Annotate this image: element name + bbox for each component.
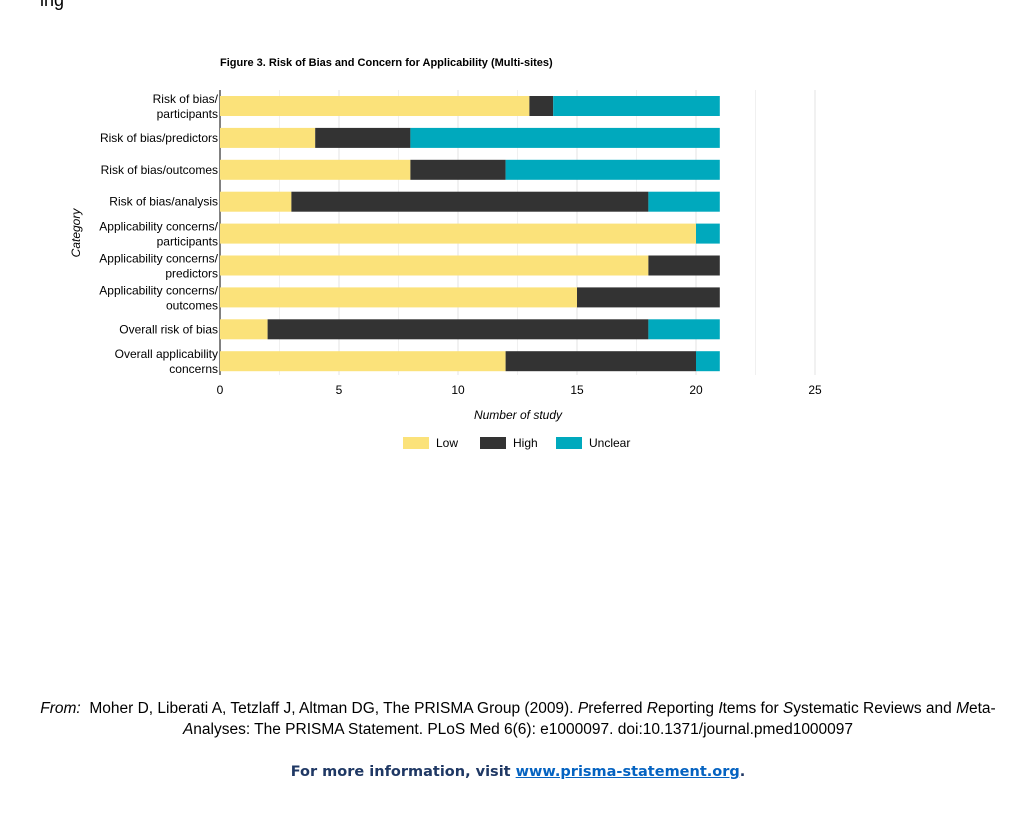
citation: From: Moher D, Liberati A, Tetzlaff J, A… [0, 698, 1036, 740]
citation-a: A [182, 721, 194, 738]
legend-label-high: High [513, 436, 538, 450]
bar-high-3 [291, 191, 649, 212]
bars [220, 96, 720, 372]
more-info-suffix: . [739, 764, 746, 780]
legend-swatch-low [403, 437, 429, 449]
bar-low-6 [220, 287, 577, 308]
more-info: For more information, visit www.prisma-s… [0, 764, 1036, 780]
bar-low-8 [220, 351, 506, 372]
citation-part7: nalyses: The PRISMA Statement. PLoS Med … [193, 721, 854, 738]
x-tick-label-25: 25 [808, 383, 822, 397]
citation-part2: referred [588, 700, 647, 717]
bar-high-5 [648, 255, 720, 276]
bar-low-1 [220, 127, 316, 148]
bar-unclear-7 [648, 319, 720, 340]
citation-part4: tems for [722, 700, 783, 717]
citation-part1: Moher D, Liberati A, Tetzlaff J, Altman … [89, 700, 578, 717]
bar-unclear-0 [553, 96, 720, 116]
legend-swatch-high [480, 437, 506, 449]
citation-part3: eporting [657, 700, 719, 717]
legend-label-unclear: Unclear [589, 436, 630, 450]
category-label-line: participants [157, 235, 218, 249]
citation-r: R [646, 700, 658, 717]
category-label-line: concerns [169, 362, 218, 376]
category-label-line: Applicability concerns/ [99, 252, 218, 266]
category-label-line: predictors [165, 267, 218, 281]
bar-low-5 [220, 255, 649, 276]
prisma-link[interactable]: www.prisma-statement.org [515, 764, 740, 780]
top-cropped-text: ing [0, 0, 1036, 22]
category-label-line: Overall applicability [115, 347, 218, 361]
category-label-0: Risk of bias/participants [153, 92, 219, 121]
citation-m: M [956, 700, 969, 717]
bar-unclear-8 [696, 351, 720, 372]
bar-unclear-4 [696, 223, 720, 244]
category-label-1: Risk of bias/predictors [100, 131, 218, 145]
citation-part5: ystematic Reviews and [793, 700, 957, 717]
category-label-5: Applicability concerns/predictors [99, 252, 218, 281]
category-label-line: outcomes [166, 298, 218, 312]
bar-unclear-3 [648, 191, 720, 212]
top-cropped-text-content: ing [40, 0, 65, 10]
category-label-6: Applicability concerns/outcomes [99, 283, 218, 312]
x-tick-label-0: 0 [217, 383, 224, 397]
category-label-line: Risk of bias/ [153, 92, 219, 106]
chart-title: Figure 3. Risk of Bias and Concern for A… [220, 57, 553, 69]
category-label-7: Overall risk of bias [119, 322, 218, 336]
x-tick-label-20: 20 [689, 383, 703, 397]
citation-part6: eta- [969, 700, 996, 717]
legend-label-low: Low [436, 436, 458, 450]
y-axis-title: Category [69, 208, 83, 258]
citation-from-label: From: [40, 700, 81, 717]
bar-high-1 [315, 127, 411, 148]
bar-low-4 [220, 223, 696, 244]
bar-unclear-2 [505, 159, 720, 180]
category-label-2: Risk of bias/outcomes [101, 163, 218, 177]
legend-swatch-unclear [556, 437, 582, 449]
bar-high-7 [267, 319, 649, 340]
bar-high-8 [505, 351, 696, 372]
bar-low-7 [220, 319, 268, 340]
bar-low-3 [220, 191, 292, 212]
legend: Low High Unclear [403, 436, 630, 450]
bar-low-2 [220, 159, 411, 180]
x-axis-title: Number of study [474, 408, 563, 422]
bar-low-0 [220, 96, 530, 116]
bar-unclear-1 [410, 127, 720, 148]
bar-high-0 [529, 96, 554, 116]
bar-high-2 [410, 159, 506, 180]
x-tick-labels: 0 5 10 15 20 25 [217, 383, 822, 397]
category-label-line: Applicability concerns/ [99, 220, 218, 234]
category-label-4: Applicability concerns/participants [99, 220, 218, 249]
x-tick-label-5: 5 [336, 383, 343, 397]
more-info-prefix: For more information, visit [290, 764, 516, 780]
citation-s: S [782, 700, 794, 717]
bar-high-6 [577, 287, 720, 308]
citation-i: I [718, 700, 723, 717]
category-label-line: participants [157, 107, 218, 121]
category-label-8: Overall applicability concerns [115, 347, 218, 376]
citation-p: P [577, 700, 589, 717]
x-tick-label-15: 15 [570, 383, 584, 397]
category-label-line: Applicability concerns/ [99, 283, 218, 297]
category-label-3: Risk of bias/analysis [109, 195, 218, 209]
x-tick-label-10: 10 [451, 383, 465, 397]
